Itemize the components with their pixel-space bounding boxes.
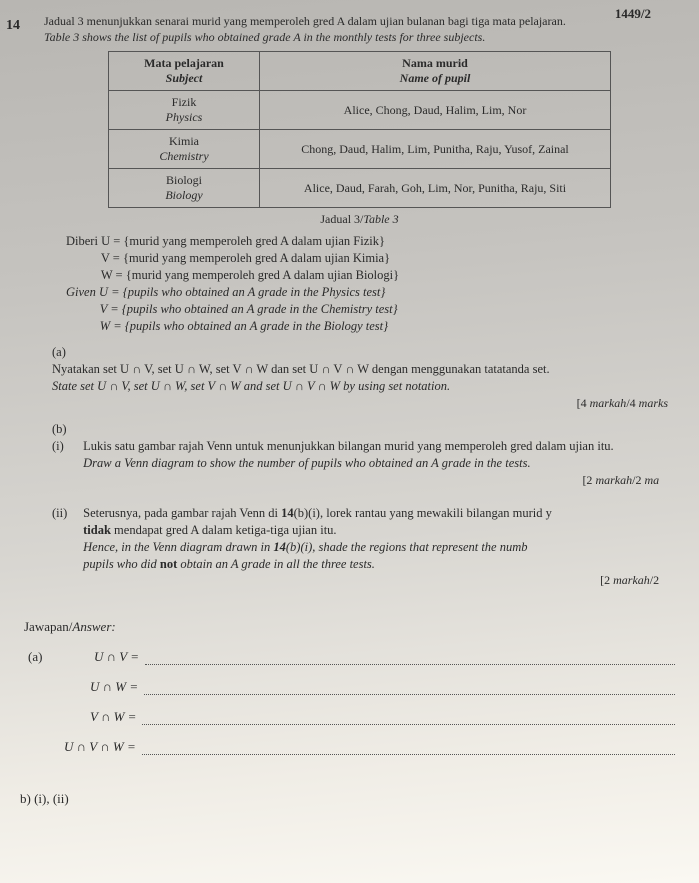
answer-head-my: Jawapan/ [24, 619, 72, 634]
part-bi-label: (i) [52, 438, 80, 455]
t: obtain an A grade in all the three tests… [177, 557, 375, 571]
t: (b)(i), lorek rantau yang mewakili bilan… [294, 506, 552, 520]
t: not [160, 557, 177, 571]
part-a-marks: [4 markah/4 marks [577, 396, 668, 410]
intro-en: Table 3 shows the list of pupils who obt… [44, 30, 485, 44]
answer-a-label: (a) [28, 649, 56, 665]
data-table: Mata pelajaran Subject Nama murid Name o… [108, 51, 611, 208]
answer-heading: Jawapan/Answer: [24, 619, 699, 635]
answer-line [144, 682, 675, 695]
cell: Alice, Daud, Farah, Goh, Lim, Nor, Punit… [260, 169, 611, 208]
answer-head-en: Answer: [72, 619, 115, 634]
part-a-my: Nyatakan set U ∩ V, set U ∩ W, set V ∩ W… [52, 362, 550, 376]
answer-row: V ∩ W = [28, 709, 699, 725]
part-a: (a) Nyatakan set U ∩ V, set U ∩ W, set V… [52, 344, 693, 411]
part-bi-en: Draw a Venn diagram to show the number o… [83, 456, 530, 470]
given-prefix-my: Diberi [66, 234, 98, 248]
t: (b)(i), shade the regions that represent… [286, 540, 528, 554]
answer-row: U ∩ W = [28, 679, 699, 695]
head-name-en: Name of pupil [400, 71, 471, 85]
given-w-my: W = {murid yang memperoleh gred A dalam … [101, 268, 399, 282]
given-v-my: V = {murid yang memperoleh gred A dalam … [101, 251, 390, 265]
given-sets: Diberi U = {murid yang memperoleh gred A… [66, 233, 699, 334]
table-row: FizikPhysics Alice, Chong, Daud, Halim, … [109, 91, 611, 130]
given-v-en: V = {pupils who obtained an A grade in t… [100, 302, 398, 316]
part-b: (b) (i) Lukis satu gambar rajah Venn unt… [52, 421, 693, 588]
answer-b-label: b) (i), (ii) [20, 791, 699, 807]
question-intro: Jadual 3 menunjukkan senarai murid yang … [44, 14, 689, 45]
intro-my: Jadual 3 menunjukkan senarai murid yang … [44, 14, 566, 28]
caption-en: Table 3 [363, 212, 398, 226]
part-bi-my: Lukis satu gambar rajah Venn untuk menun… [83, 439, 614, 453]
table-row: BiologiBiology Alice, Daud, Farah, Goh, … [109, 169, 611, 208]
part-a-en: State set U ∩ V, set U ∩ W, set V ∩ W an… [52, 379, 450, 393]
cell: Fizik [172, 95, 197, 109]
cell: Chong, Daud, Halim, Lim, Punitha, Raju, … [260, 130, 611, 169]
caption-my: Jadual 3/ [320, 212, 363, 226]
table-row: KimiaChemistry Chong, Daud, Halim, Lim, … [109, 130, 611, 169]
part-bii-marks: [2 markah/2 [600, 573, 659, 587]
cell: Alice, Chong, Daud, Halim, Lim, Nor [260, 91, 611, 130]
answer-row: U ∩ V ∩ W = [28, 739, 699, 755]
question-number: 14 [6, 18, 20, 34]
t: pupils who did [83, 557, 160, 571]
part-b-label: (b) [52, 421, 76, 438]
answer-line [145, 652, 675, 665]
part-bii-label: (ii) [52, 505, 80, 522]
t: tidak [83, 523, 111, 537]
expr: V ∩ W = [90, 709, 136, 725]
head-subject-my: Mata pelajaran [144, 56, 224, 70]
expr: U ∩ W = [90, 679, 138, 695]
t: 14 [273, 540, 286, 554]
cell: Biologi [166, 173, 202, 187]
part-bi-marks: [2 markah/2 ma [582, 473, 659, 487]
expr: U ∩ V ∩ W = [64, 739, 136, 755]
given-prefix-en: Given [66, 285, 96, 299]
answer-row: (a) U ∩ V = [28, 649, 699, 665]
given-u-en: U = {pupils who obtained an A grade in t… [99, 285, 385, 299]
t: 14 [281, 506, 294, 520]
answer-line [142, 742, 675, 755]
cell: Biology [165, 188, 202, 202]
cell: Physics [166, 110, 203, 124]
cell: Chemistry [159, 149, 208, 163]
head-subject-en: Subject [166, 71, 203, 85]
t: mendapat gred A dalam ketiga-tiga ujian … [111, 523, 337, 537]
t: Seterusnya, pada gambar rajah Venn di [83, 506, 281, 520]
table-caption: Jadual 3/Table 3 [20, 212, 699, 227]
expr: U ∩ V = [94, 649, 139, 665]
cell: Kimia [169, 134, 199, 148]
head-name-my: Nama murid [402, 56, 468, 70]
t: Hence, in the Venn diagram drawn in [83, 540, 273, 554]
paper-code: 1449/2 [615, 6, 651, 22]
given-u-my: U = {murid yang memperoleh gred A dalam … [101, 234, 385, 248]
answer-line [142, 712, 675, 725]
given-w-en: W = {pupils who obtained an A grade in t… [100, 319, 388, 333]
part-a-label: (a) [52, 344, 76, 361]
